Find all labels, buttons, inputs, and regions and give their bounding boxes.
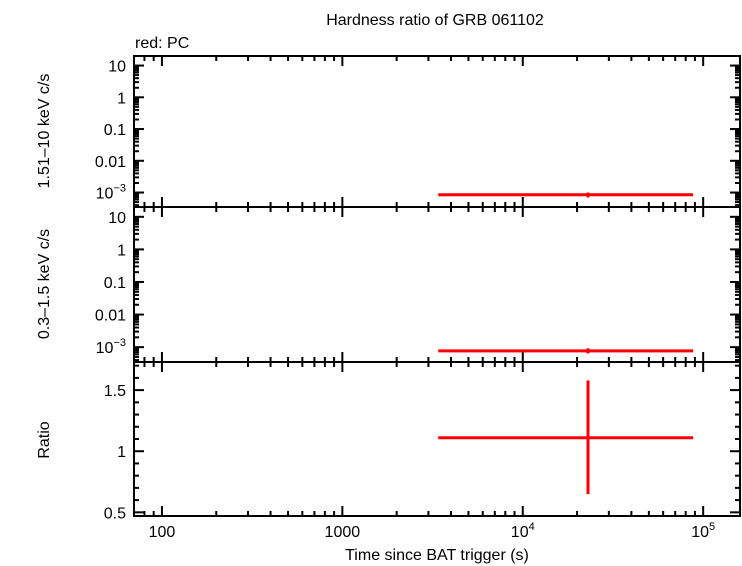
y-tick-label: 10	[108, 210, 126, 227]
y-tick-label: 0.5	[104, 505, 126, 522]
y-tick-label: 0.1	[104, 122, 126, 139]
y-axis-label: 0.3–1.5 keV c/s	[36, 229, 53, 339]
panel-ratio: 1.5 1 0.5 Ratio	[36, 361, 741, 522]
panel-frame	[133, 206, 741, 363]
y-axis-label: 1.51–10 keV c/s	[36, 74, 53, 189]
y-tick-label: 1	[117, 444, 126, 461]
x-axis-label: Time since BAT trigger (s)	[345, 547, 529, 564]
y-tick-label: 10−3	[96, 183, 126, 203]
x-tick-label: 100	[149, 524, 176, 541]
chart-title: Hardness ratio of GRB 061102	[326, 12, 544, 29]
panel-frame	[133, 55, 741, 208]
panel-hard: 10 1 0.1 0.01 10−3 1.51–10 keV c/s	[36, 55, 741, 208]
y-tick-label: 0.01	[95, 308, 126, 325]
y-tick-label: 10−3	[96, 337, 126, 357]
legend-text: red: PC	[135, 35, 189, 52]
y-tick-label: 0.01	[95, 154, 126, 171]
x-tick-label: 105	[691, 521, 715, 541]
panel-soft: 10 1 0.1 0.01 10−3 0.3–1.5 keV c/s	[36, 206, 741, 363]
x-tick-labels: 100 1000 104 105	[149, 521, 716, 541]
x-tick-label: 1000	[325, 524, 361, 541]
y-tick-label: 1.5	[104, 383, 126, 400]
y-axis-label: Ratio	[36, 421, 53, 458]
y-tick-label: 1	[117, 90, 126, 107]
y-tick-label: 10	[108, 59, 126, 76]
y-tick-label: 0.1	[104, 275, 126, 292]
x-tick-label: 104	[511, 521, 535, 541]
y-tick-label: 1	[117, 242, 126, 259]
